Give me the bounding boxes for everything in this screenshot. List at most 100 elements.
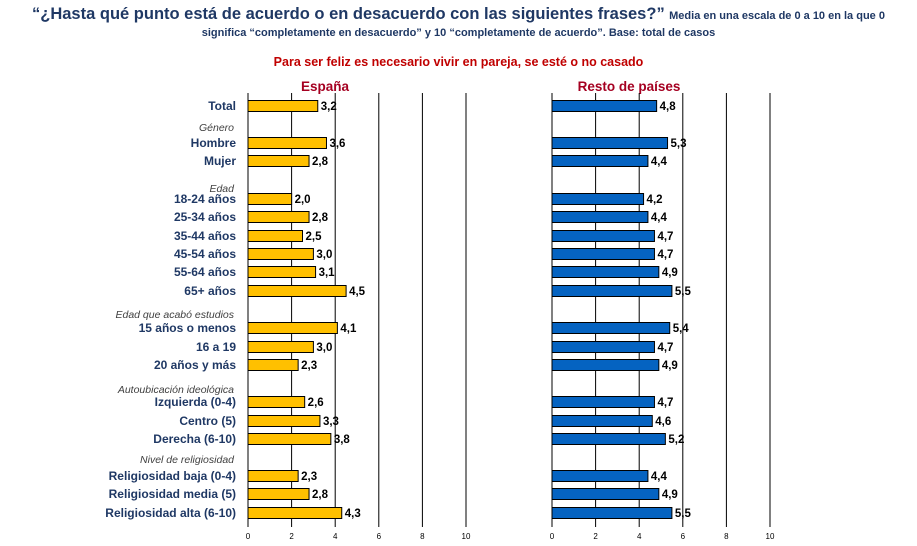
data-label: 3,0 <box>316 342 332 354</box>
bar <box>247 488 310 500</box>
category-label: 45-54 años <box>174 247 236 261</box>
question-title: “¿Hasta qué punto está de acuerdo o en d… <box>32 5 665 23</box>
data-label: 2,3 <box>301 471 317 483</box>
category-label: Mujer <box>204 154 236 168</box>
data-label: 4,7 <box>657 231 673 243</box>
bar <box>247 248 314 260</box>
group-label: Edad <box>209 183 235 195</box>
group-label: Género <box>199 122 234 134</box>
x-tick-label: 10 <box>766 532 775 541</box>
category-label: 65+ años <box>184 284 236 298</box>
data-label: 4,9 <box>662 267 678 279</box>
data-label: 4,7 <box>657 397 673 409</box>
category-label: 16 a 19 <box>196 340 236 354</box>
group-label: Autoubicación ideológica <box>117 384 234 396</box>
bar <box>551 396 655 408</box>
data-label: 4,4 <box>651 212 668 224</box>
bar <box>247 211 310 223</box>
data-label: 4,7 <box>657 249 673 261</box>
data-label: 4,4 <box>651 471 668 483</box>
panel-title-espana: España <box>301 79 350 94</box>
data-label: 3,6 <box>329 138 345 150</box>
x-tick-label: 2 <box>289 532 294 541</box>
category-label: Total <box>208 99 236 113</box>
data-label: 4,2 <box>647 194 663 206</box>
bar <box>551 359 660 371</box>
category-label: 20 años y más <box>154 358 236 372</box>
bar <box>247 266 317 278</box>
bar <box>551 100 658 112</box>
bar <box>247 285 347 297</box>
data-label: 2,8 <box>312 156 329 168</box>
data-label: 3,8 <box>334 434 351 446</box>
data-label: 5,5 <box>675 286 692 298</box>
data-label: 4,9 <box>662 489 678 501</box>
bar <box>247 137 327 149</box>
data-label: 4,1 <box>340 323 357 335</box>
bar <box>551 211 649 223</box>
bar <box>247 230 303 242</box>
bar <box>247 415 321 427</box>
bar <box>551 193 645 205</box>
x-tick-label: 10 <box>462 532 471 541</box>
data-label: 4,4 <box>651 156 668 168</box>
bar <box>551 230 655 242</box>
x-tick-label: 4 <box>637 532 642 541</box>
data-label: 5,2 <box>668 434 684 446</box>
category-label: Religiosidad baja (0-4) <box>109 469 236 483</box>
bar <box>551 137 669 149</box>
x-tick-label: 6 <box>377 532 382 541</box>
panel-title-resto: Resto de países <box>578 79 681 94</box>
data-label: 3,2 <box>321 101 337 113</box>
bar <box>551 322 671 334</box>
data-label: 4,9 <box>662 360 678 372</box>
bar <box>551 248 655 260</box>
data-label: 4,5 <box>349 286 366 298</box>
category-label: Hombre <box>191 136 237 150</box>
x-tick-label: 0 <box>246 532 251 541</box>
data-label: 3,3 <box>323 416 339 428</box>
category-label: Religiosidad alta (6-10) <box>105 506 236 520</box>
bar <box>247 100 319 112</box>
group-label: Nivel de religiosidad <box>140 454 235 466</box>
data-label: 2,8 <box>312 212 329 224</box>
bar <box>551 470 649 482</box>
bar <box>551 285 673 297</box>
bar <box>247 396 306 408</box>
chart-header: “¿Hasta qué punto está de acuerdo o en d… <box>0 6 917 42</box>
data-label: 5,4 <box>673 323 690 335</box>
scale-note: Media en una escala de 0 a 10 en la que … <box>669 10 885 22</box>
category-label: 35-44 años <box>174 229 236 243</box>
scale-note-continued: significa “completamente en desacuerdo” … <box>201 27 716 39</box>
bar <box>247 341 314 353</box>
data-label: 2,3 <box>301 360 317 372</box>
bar <box>551 341 655 353</box>
category-label: 18-24 años <box>174 192 236 206</box>
data-label: 5,5 <box>675 508 692 520</box>
bar <box>551 266 660 278</box>
data-label: 3,1 <box>319 267 336 279</box>
x-tick-label: 0 <box>550 532 555 541</box>
data-label: 2,6 <box>308 397 324 409</box>
category-label: Centro (5) <box>179 414 236 428</box>
bar <box>551 488 660 500</box>
bar <box>247 470 299 482</box>
bar <box>247 433 332 445</box>
data-label: 4,8 <box>660 101 677 113</box>
x-tick-label: 6 <box>681 532 686 541</box>
category-label: 15 años o menos <box>139 321 237 335</box>
data-label: 2,8 <box>312 489 329 501</box>
data-label: 4,3 <box>345 508 361 520</box>
category-label: Derecha (6-10) <box>153 432 236 446</box>
data-label: 5,3 <box>671 138 687 150</box>
category-label: 55-64 años <box>174 265 236 279</box>
category-label: 25-34 años <box>174 210 236 224</box>
bar <box>247 359 299 371</box>
chart-subtitle: Para ser feliz es necesario vivir en par… <box>273 55 644 69</box>
category-label: Izquierda (0-4) <box>155 395 236 409</box>
category-label: Religiosidad media (5) <box>109 487 236 501</box>
x-tick-label: 2 <box>593 532 598 541</box>
bar <box>551 415 653 427</box>
data-label: 3,0 <box>316 249 332 261</box>
